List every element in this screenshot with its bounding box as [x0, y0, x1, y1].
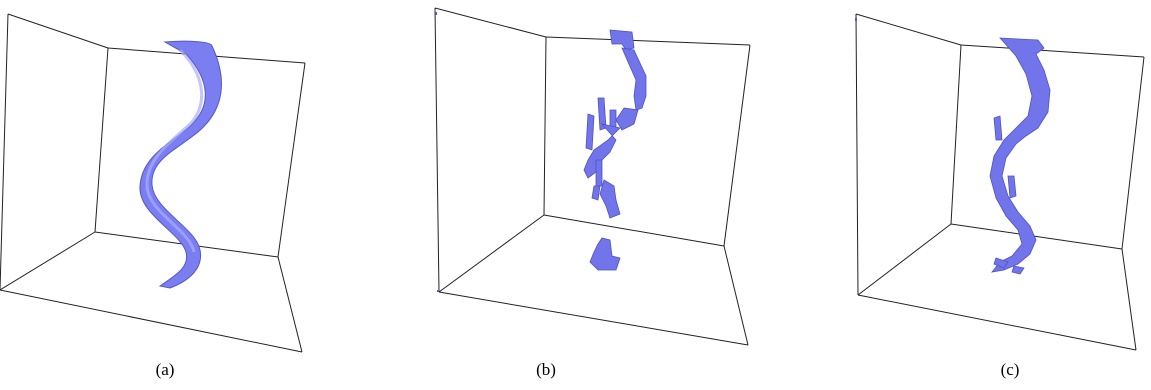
panel-b-fragments: [583, 29, 647, 271]
panel-b-render: [434, 7, 751, 346]
panel-b-box: [434, 7, 751, 346]
panel-a-render: [0, 13, 306, 353]
panel-c-box: [855, 13, 1145, 351]
caption-a: (a): [155, 360, 175, 379]
caption-c: (c): [1000, 360, 1020, 379]
panel-c-render: [855, 13, 1145, 351]
panel-c: (c): [768, 0, 1151, 390]
panel-a-tube: [139, 40, 222, 289]
caption-b: (b): [536, 360, 556, 379]
panel-c-tube: [989, 37, 1051, 275]
panel-a-box: [0, 13, 306, 353]
panel-b: (b): [384, 0, 768, 390]
panel-a: (a): [0, 0, 384, 390]
